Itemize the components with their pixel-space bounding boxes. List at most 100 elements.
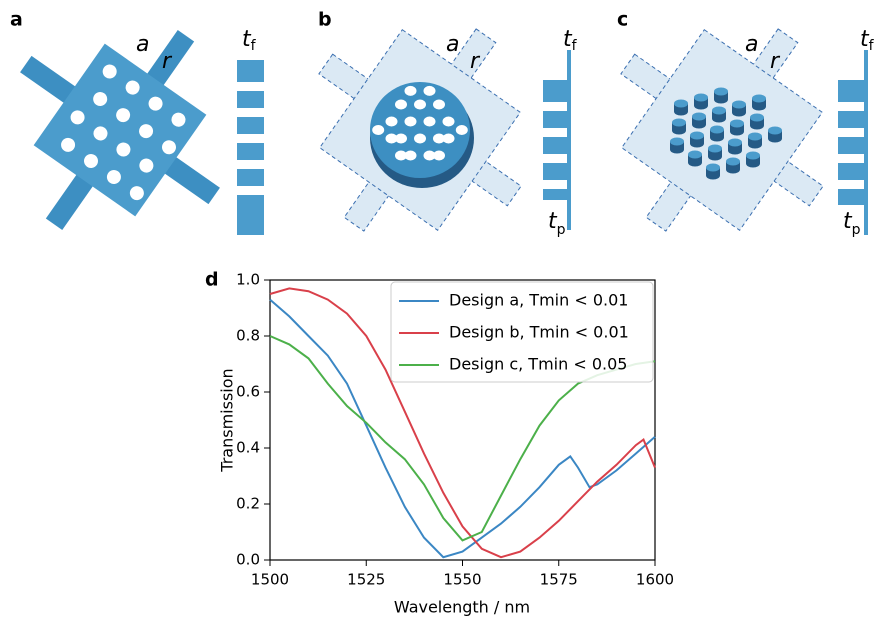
gap — [237, 186, 264, 195]
pillar-base — [728, 146, 742, 155]
subscript: p — [852, 222, 861, 238]
pillar-base — [710, 133, 724, 142]
x-tick-label: 1550 — [443, 571, 481, 589]
y-axis-title: Transmission — [218, 368, 237, 472]
gap — [543, 180, 567, 189]
panel-label: c — [617, 9, 628, 31]
gap — [237, 134, 264, 143]
pillar-top — [730, 119, 744, 128]
membrane-c — [620, 28, 824, 232]
hole — [139, 124, 154, 139]
pillar-base — [730, 127, 744, 136]
pillar-top — [726, 157, 740, 166]
legend-box — [390, 281, 654, 383]
hole — [372, 125, 385, 135]
gap — [237, 82, 264, 91]
pillar-base — [732, 108, 746, 117]
hole — [161, 140, 176, 155]
design-b-illustration: b a r tf tp — [318, 9, 578, 239]
holes — [372, 85, 468, 161]
x-tick-label: 1525 — [347, 571, 385, 589]
hole — [395, 150, 407, 161]
y-tick-label: 0.8 — [236, 327, 260, 345]
gap — [543, 102, 567, 111]
pillar-top — [750, 113, 764, 122]
radius-label: r — [770, 49, 781, 74]
cross-section-c — [838, 50, 868, 235]
pillar-top — [728, 138, 742, 147]
subscript: f — [572, 38, 578, 54]
hole — [414, 133, 426, 144]
pillar-base — [714, 95, 728, 104]
pillar-base — [750, 121, 764, 130]
pillar-top — [708, 144, 722, 153]
y-tick-label: 0.2 — [236, 495, 260, 513]
subscript: p — [557, 222, 566, 238]
pillar-top — [672, 118, 686, 127]
pillar-base — [726, 165, 740, 174]
y-tick-label: 0.0 — [236, 551, 260, 569]
hole — [102, 64, 117, 79]
hole — [404, 150, 417, 161]
thickness-label: tf — [563, 27, 578, 54]
pillar-base — [688, 158, 702, 167]
radius-label: r — [162, 49, 173, 74]
pillar-top — [710, 125, 724, 134]
gap — [237, 108, 264, 117]
hole — [116, 142, 131, 157]
pillars — [670, 87, 782, 180]
hole — [93, 126, 108, 141]
gap — [838, 206, 864, 215]
pillar-base — [694, 101, 708, 110]
pillar-top — [732, 100, 746, 109]
hole — [395, 133, 407, 144]
cross-section-a — [237, 60, 264, 235]
legend-label: Design c, Tmin < 0.05 — [449, 355, 627, 374]
pillar-top — [688, 150, 702, 159]
gap — [237, 160, 264, 169]
hole — [423, 116, 436, 127]
disk — [370, 82, 470, 178]
gap — [543, 206, 567, 215]
pillar-top — [690, 131, 704, 140]
hole — [93, 92, 108, 107]
pillar-top — [714, 87, 728, 96]
legend-label: Design b, Tmin < 0.01 — [449, 323, 629, 342]
hole — [106, 170, 121, 185]
gap — [838, 180, 864, 189]
pillar-top — [712, 106, 726, 115]
stem — [864, 50, 868, 235]
hole — [404, 85, 417, 96]
subscript: f — [251, 38, 257, 54]
pillar-top — [694, 93, 708, 102]
hole — [442, 133, 455, 144]
pillar-base — [712, 114, 726, 123]
lattice-label: a — [136, 32, 149, 57]
pillar-base — [768, 134, 782, 143]
gap — [543, 154, 567, 163]
thickness-label: tp — [548, 209, 566, 238]
pillar-top — [746, 151, 760, 160]
lattice-label: a — [745, 32, 758, 57]
cross-section-b — [543, 50, 571, 230]
pillar-base — [674, 107, 688, 116]
hole — [433, 99, 445, 110]
hole — [433, 150, 445, 161]
pillar-base — [690, 139, 704, 148]
hole — [129, 186, 144, 201]
y-tick-label: 0.4 — [236, 439, 260, 457]
pillar-top — [706, 163, 720, 172]
gap — [838, 102, 864, 111]
x-tick-label: 1575 — [540, 571, 578, 589]
symbol: t — [563, 27, 573, 52]
hole — [125, 80, 140, 95]
pillar-base — [748, 140, 762, 149]
symbol: t — [548, 209, 558, 234]
series-line — [269, 287, 656, 559]
x-axis-title: Wavelength / nm — [394, 598, 530, 617]
pillar-top — [670, 137, 684, 146]
pillar-top — [674, 99, 688, 108]
hole — [385, 116, 398, 127]
x-tick-label: 1600 — [636, 571, 674, 589]
